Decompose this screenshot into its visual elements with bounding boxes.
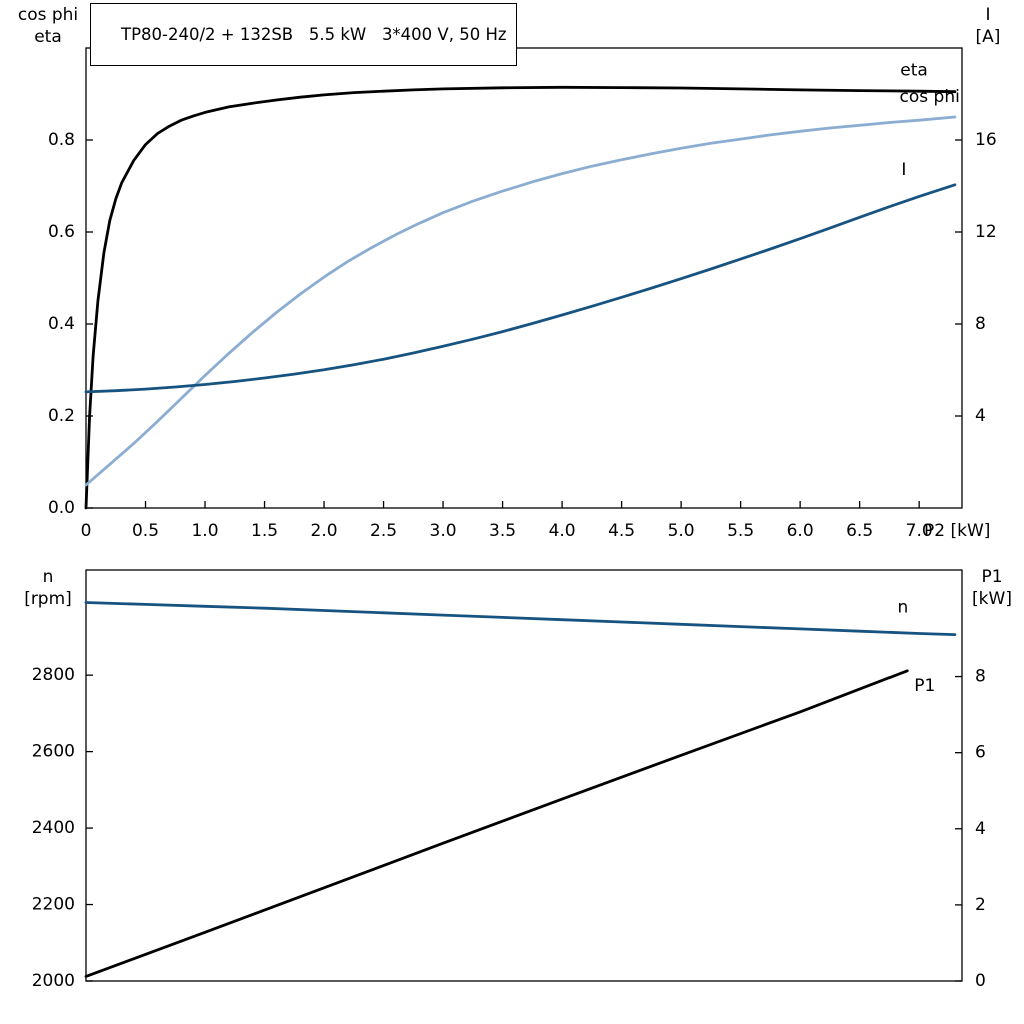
bottom-chart-y-right-axis: 0 2 4 6 8	[955, 667, 986, 991]
I-curve-label: I	[901, 160, 906, 180]
y-right-tick-label: 8	[975, 314, 986, 334]
x-tick-label: 4.0	[549, 521, 576, 541]
speed-axis-unit: [rpm]	[24, 589, 72, 609]
x-tick-label: 1.0	[191, 521, 218, 541]
x-tick-label: 3.0	[430, 521, 457, 541]
bottom-right-axis-title: P1 [kW]	[962, 566, 1022, 610]
y-left-tick-label: 2200	[32, 895, 75, 915]
y-right-tick-label: 6	[975, 743, 986, 763]
chart-title: TP80-240/2 + 132SB 5.5 kW 3*400 V, 50 Hz	[120, 25, 507, 44]
y-right-tick-label: 2	[975, 895, 986, 915]
y-left-tick-label: 2800	[32, 665, 75, 685]
y-left-tick-label: 0.0	[48, 498, 75, 518]
n-curve	[84, 601, 957, 636]
I-curve	[84, 183, 957, 394]
x-tick-label: 6.0	[787, 521, 814, 541]
cos-phi-axis-label: cos phi	[17, 5, 79, 25]
y-left-tick-label: 0.4	[48, 314, 75, 334]
top-chart-y-right-axis: 4 8 12 16	[955, 130, 997, 426]
y-left-tick-label: 2400	[32, 818, 75, 838]
y-left-tick-label: 0.8	[48, 130, 75, 150]
y-right-tick-label: 16	[975, 130, 997, 150]
y-left-tick-label: 0.2	[48, 406, 75, 426]
y-right-tick-label: 4	[975, 406, 986, 426]
bottom-left-axis-title: n [rpm]	[10, 566, 86, 610]
y-right-tick-label: 4	[975, 819, 986, 839]
y-right-tick-label: 12	[975, 222, 997, 242]
y-left-tick-label: 2000	[32, 971, 75, 991]
power-axis-label: P1	[981, 567, 1003, 587]
y-right-tick-label: 8	[975, 667, 986, 687]
n-curve-label: n	[897, 598, 908, 618]
chart-title-box: TP80-240/2 + 132SB 5.5 kW 3*400 V, 50 Hz	[90, 3, 517, 66]
x-axis-title: P2 [kW]	[924, 521, 991, 541]
x-tick-label: 7.0	[906, 521, 933, 541]
x-tick-label: 0.5	[132, 521, 159, 541]
top-chart: 0 0.5 1.0 1.5 2.0 2.5 3.0 3.5 4.0 4.5 5.0 5.5 6.0 6.5…	[48, 47, 997, 541]
y-left-tick-label: 2600	[32, 742, 75, 762]
eta-curve-label: eta	[900, 61, 928, 81]
y-left-tick-label: 0.6	[48, 222, 75, 242]
x-tick-label: 1.5	[251, 521, 278, 541]
x-tick-label: 2.5	[370, 521, 397, 541]
top-right-axis-title: I [A]	[962, 4, 1014, 48]
top-chart-x-axis: 0 0.5 1.0 1.5 2.0 2.5 3.0 3.5 4.0 4.5 5.0 5.5 6.0 6.5…	[81, 501, 933, 541]
top-chart-frame	[85, 47, 963, 509]
top-chart-y-left-axis: 0.0 0.2 0.4 0.6 0.8	[48, 130, 93, 518]
top-left-axis-title: cos phi eta	[10, 4, 86, 48]
cos-phi-curve	[84, 115, 957, 487]
x-tick-label: 5.5	[727, 521, 754, 541]
power-axis-unit: [kW]	[972, 589, 1012, 609]
P1-curve-label: P1	[914, 676, 935, 696]
current-axis-unit: [A]	[975, 27, 1001, 47]
x-tick-label: 3.5	[489, 521, 516, 541]
speed-axis-label: n	[42, 567, 54, 587]
eta-curve	[84, 85, 957, 510]
P1-curve	[84, 669, 909, 978]
x-tick-label: 0	[81, 521, 92, 541]
x-tick-label: 4.5	[608, 521, 635, 541]
bottom-chart-y-left-axis: 2000 2200 2400 2600 2800	[32, 665, 93, 991]
x-tick-label: 2.0	[311, 521, 338, 541]
current-axis-label: I	[985, 5, 991, 25]
bottom-chart: 2000 2200 2400 2600 2800 0 2 4 6 8 n P1	[32, 569, 986, 991]
y-right-tick-label: 0	[975, 971, 986, 991]
eta-axis-label: eta	[34, 27, 62, 47]
x-tick-label: 5.0	[668, 521, 695, 541]
x-tick-label: 6.5	[846, 521, 873, 541]
cos-phi-curve-label: cos phi	[900, 87, 960, 107]
bottom-chart-frame	[85, 569, 963, 982]
